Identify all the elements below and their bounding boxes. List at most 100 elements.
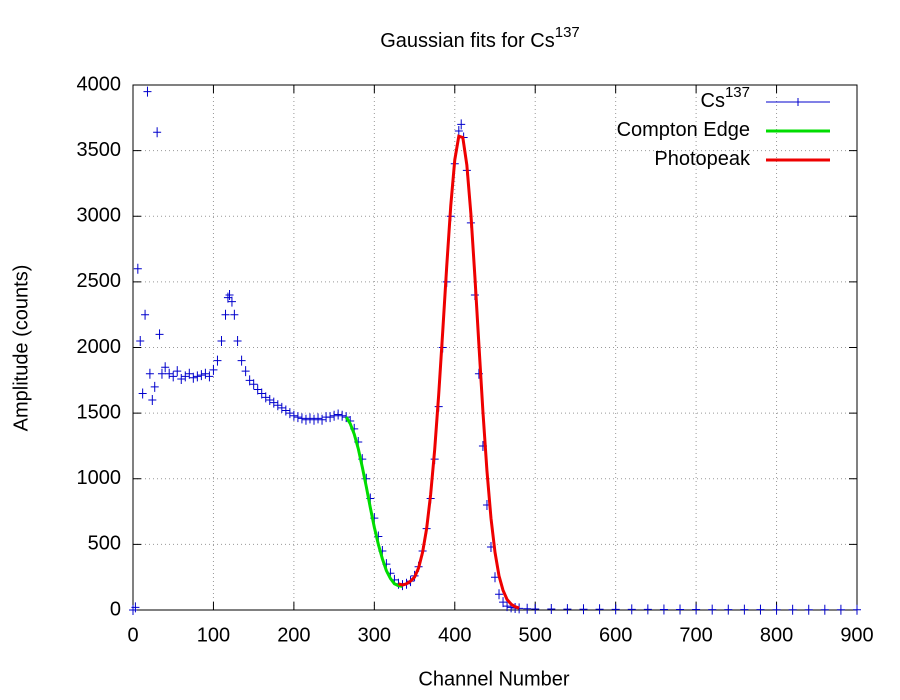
data-point [772, 604, 781, 615]
data-point [820, 604, 829, 615]
data-point [189, 372, 198, 383]
x-tick-label: 100 [197, 624, 230, 646]
fit-line [398, 134, 520, 610]
data-point [148, 395, 157, 405]
data-point [227, 296, 236, 307]
y-tick-label: 1500 [77, 401, 122, 423]
data-point [181, 371, 190, 382]
title-superscript: 137 [555, 24, 580, 41]
data-point [756, 604, 765, 615]
data-point [165, 368, 174, 379]
data-point [237, 355, 246, 366]
data-point [853, 604, 861, 615]
data-point [221, 309, 230, 320]
data-point [659, 604, 668, 615]
y-tick-label: 500 [88, 533, 121, 555]
data-point [547, 603, 556, 614]
data-point [301, 414, 310, 425]
data-point [454, 125, 463, 136]
data-point [692, 604, 701, 615]
x-tick-label: 600 [599, 624, 632, 646]
legend-label: Cs137 [701, 84, 750, 112]
data-point [245, 375, 254, 386]
data-point [265, 395, 274, 405]
y-tick-label: 4000 [77, 73, 122, 95]
legend-name: Cs [701, 90, 725, 112]
data-point [143, 86, 152, 97]
data-point [273, 400, 282, 411]
data-point [338, 410, 347, 421]
data-point [185, 368, 194, 379]
data-point [491, 572, 499, 583]
data-point [643, 604, 652, 615]
data-point [804, 604, 813, 615]
data-point [310, 414, 318, 425]
data-point [131, 602, 140, 613]
legend-name: Photopeak [654, 148, 751, 170]
data-point [241, 366, 250, 377]
data-point [708, 604, 717, 615]
x-tick-label: 400 [438, 624, 471, 646]
data-point [281, 405, 290, 416]
data-point [676, 604, 685, 615]
data-point [788, 604, 797, 615]
y-tick-label: 0 [110, 598, 121, 620]
data-point [285, 408, 294, 419]
data-point [503, 601, 512, 612]
data-point [579, 604, 588, 615]
data-point [326, 412, 335, 423]
y-tick-label: 3500 [77, 139, 122, 161]
data-point [305, 413, 314, 424]
y-tick-label: 3000 [77, 205, 122, 227]
data-point [193, 371, 202, 382]
data-point [627, 604, 636, 615]
data-point [233, 335, 242, 346]
data-point [724, 604, 733, 615]
data-point [249, 379, 258, 390]
x-tick-label: 300 [358, 624, 391, 646]
data-point [197, 370, 206, 381]
data-point [293, 412, 302, 423]
legend-superscript: 137 [725, 84, 750, 101]
data-point [836, 604, 845, 615]
data-point [253, 384, 262, 395]
data-point [531, 603, 540, 614]
data-point [173, 366, 182, 377]
data-point [563, 604, 572, 615]
data-point [611, 604, 620, 615]
data-point [297, 413, 306, 424]
y-tick-label: 1000 [77, 467, 122, 489]
title-text: Gaussian fits for Cs [380, 30, 555, 52]
data-point [169, 371, 178, 382]
data-point [257, 388, 266, 399]
data-point [153, 127, 162, 138]
data-point [209, 364, 218, 375]
plot-frame [132, 84, 858, 611]
data-point [225, 290, 234, 300]
x-tick-label: 900 [840, 624, 873, 646]
data-point [201, 368, 210, 379]
data-point [138, 388, 147, 399]
x-tick-label: 200 [277, 624, 310, 646]
data-point [155, 329, 164, 340]
data-point [150, 381, 159, 392]
data-point [133, 263, 142, 274]
data-point [595, 604, 604, 615]
data-point [523, 603, 532, 614]
data-point [136, 335, 145, 346]
legend-label: Photopeak [654, 148, 751, 170]
data-point [269, 397, 278, 408]
data-point [740, 604, 749, 615]
data-point [177, 374, 186, 384]
data-point [318, 414, 327, 425]
data-point [145, 368, 154, 379]
x-tick-label: 700 [679, 624, 712, 646]
data-point [277, 402, 286, 413]
data-point [157, 368, 166, 379]
data-point [334, 409, 343, 420]
data-point [495, 589, 504, 600]
data-point [223, 292, 232, 303]
x-tick-label: 800 [760, 624, 793, 646]
data-point [330, 410, 339, 421]
